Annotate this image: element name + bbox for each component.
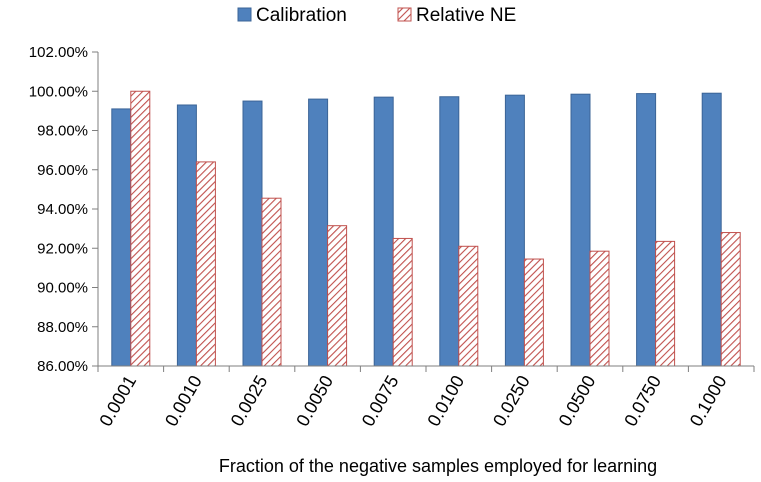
bar-relative-ne <box>195 161 216 367</box>
x-tick-label: 0.1000 <box>686 372 731 430</box>
bar-relative-ne <box>720 232 741 367</box>
legend-swatch-relative-ne <box>397 7 412 22</box>
x-axis-label: Fraction of the negative samples employe… <box>219 456 657 476</box>
y-tick-label: 98.00% <box>37 123 88 140</box>
bar-relative-ne <box>327 225 348 367</box>
bar-group <box>373 96 413 367</box>
bar-calibration <box>242 100 263 367</box>
legend: Calibration Relative NE <box>237 5 516 26</box>
x-tick-label: 0.0001 <box>95 372 140 430</box>
y-axis: 86.00% 88.00% 90.00% 92.00% 94.00% 96.00% 98.0… <box>29 44 99 375</box>
y-tick-label: 86.00% <box>37 358 88 375</box>
x-tick-label: 0.0050 <box>292 372 337 430</box>
x-axis: 0.0001 0.0010 0.0025 0.0050 0.0075 0.0100 0.02… <box>95 365 755 430</box>
bar-relative-ne <box>589 250 610 367</box>
bar-relative-ne <box>261 197 282 367</box>
legend-swatch-calibration <box>237 7 252 22</box>
bar-calibration <box>308 98 329 367</box>
bar-calibration <box>439 96 460 367</box>
legend-label-relative-ne: Relative NE <box>416 5 516 26</box>
bar-group <box>636 93 676 367</box>
x-tick-label: 0.0500 <box>555 372 600 430</box>
y-tick-label: 96.00% <box>37 162 88 179</box>
bar-calibration <box>111 108 132 367</box>
y-tick-label: 92.00% <box>37 240 88 257</box>
bar-group <box>111 90 151 367</box>
bar-group <box>439 96 479 367</box>
legend-label-calibration: Calibration <box>256 5 347 26</box>
x-tick-label: 0.0250 <box>489 372 534 430</box>
x-tick-label: 0.0100 <box>423 372 468 430</box>
bar-calibration <box>570 93 591 367</box>
bar-calibration <box>504 94 525 367</box>
y-tick-label: 102.00% <box>29 44 88 61</box>
bar-relative-ne <box>392 237 413 367</box>
x-tick-label: 0.0025 <box>227 372 272 430</box>
bar-calibration <box>373 96 394 367</box>
bar-group <box>504 94 544 367</box>
y-tick-label: 88.00% <box>37 319 88 336</box>
bar-group <box>308 98 348 367</box>
bar-relative-ne <box>523 258 544 367</box>
bars <box>111 90 741 367</box>
bar-group <box>570 93 610 367</box>
bar-relative-ne <box>655 240 676 367</box>
bar-group <box>242 100 282 367</box>
bar-calibration <box>176 104 197 367</box>
bar-group <box>701 92 741 367</box>
bar-group <box>176 104 216 367</box>
x-tick-label: 0.0010 <box>161 372 206 430</box>
bar-relative-ne <box>458 245 479 367</box>
x-tick-label: 0.0750 <box>620 372 665 430</box>
bar-calibration <box>636 93 657 367</box>
bar-calibration <box>701 92 722 367</box>
y-tick-label: 94.00% <box>37 201 88 218</box>
y-tick-label: 90.00% <box>37 280 88 297</box>
y-tick-label: 100.00% <box>29 83 88 100</box>
bar-relative-ne <box>130 90 151 367</box>
x-tick-label: 0.0075 <box>358 372 403 430</box>
